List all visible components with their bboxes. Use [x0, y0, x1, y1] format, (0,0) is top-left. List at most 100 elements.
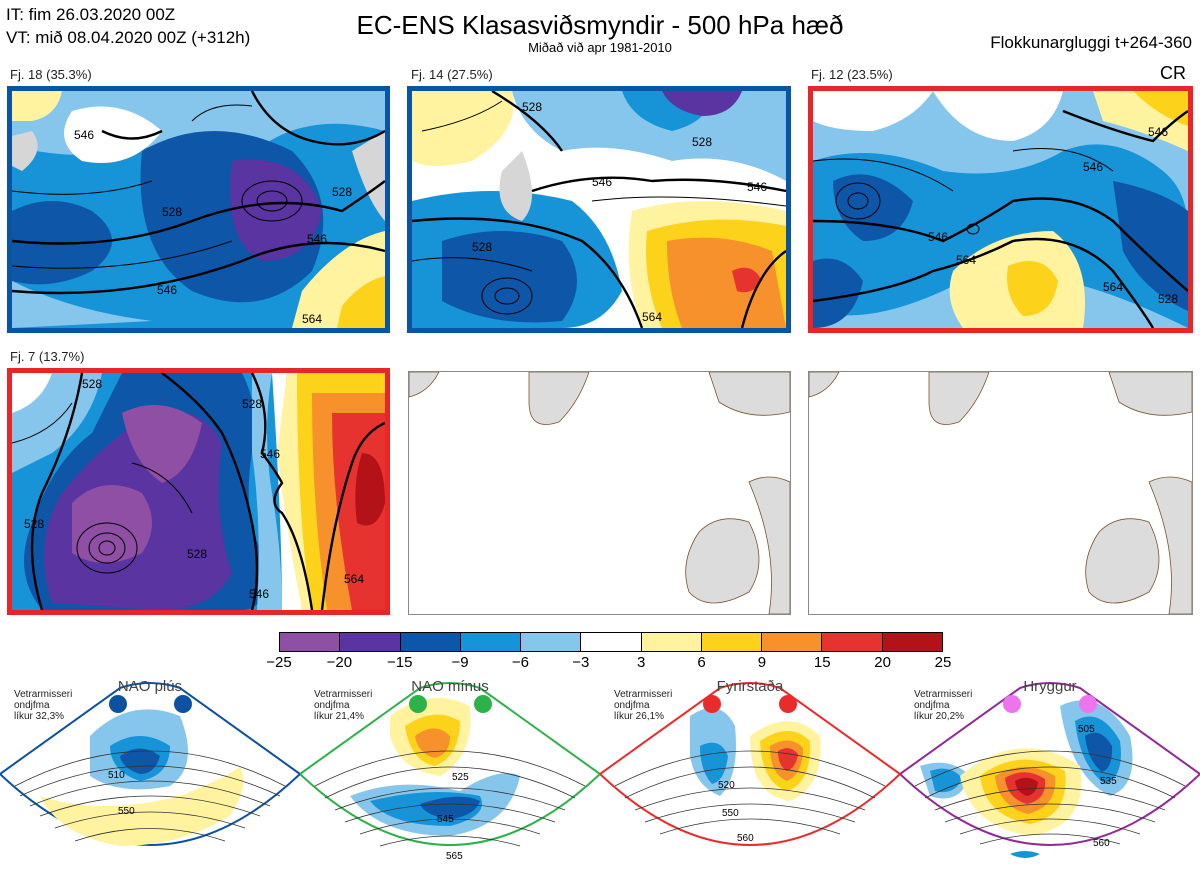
empty-map-1: [408, 371, 791, 615]
cluster-2-label: Fj. 14 (27.5%): [411, 67, 493, 82]
classification-window: Flokkunargluggi t+264-360: [990, 33, 1192, 52]
colorbar-tick-label: −6: [511, 654, 530, 671]
regime-title: NAO plús: [117, 678, 183, 695]
regime-stat-line: Vetrarmisseri: [914, 689, 973, 700]
contour-label: 546: [1148, 125, 1168, 139]
contour-label: 525: [452, 772, 469, 783]
colorbar-segment: [701, 633, 763, 651]
contour-label: 546: [1083, 160, 1103, 174]
empty-map-2: [808, 371, 1193, 615]
contour-label: 528: [187, 547, 207, 561]
colorbar-tick-label: 20: [874, 654, 891, 671]
regime-stat-line: Vetrarmisseri: [614, 689, 673, 700]
regime-stats: Vetrarmisseri ondjfma líkur 21,4%: [314, 689, 372, 722]
contour-label: 528: [24, 517, 44, 531]
colorbar-tick-label: −20: [326, 654, 353, 671]
regime-nao-minus: 525 545 565 NAO mínus Vetrarmisseri ondj…: [300, 676, 600, 871]
contour-label: 564: [344, 572, 364, 586]
cluster-3-map: 546 546 564 564 546 528: [808, 86, 1193, 333]
contour-label: 546: [307, 232, 327, 246]
regime-probability: líkur 20,2%: [914, 711, 965, 722]
regime-stats: Vetrarmisseri ondjfma líkur 32,3%: [14, 689, 72, 722]
cluster-1-map: 546 528 546 546 528 564: [7, 86, 390, 333]
contour-label: 505: [1078, 724, 1095, 735]
regime-stat-line: Vetrarmisseri: [314, 689, 373, 700]
regime-stat-line: ondjfma: [614, 700, 650, 711]
colorbar-segment: [280, 633, 341, 651]
regime-probability: líkur 21,4%: [314, 711, 365, 722]
contour-label: 564: [302, 312, 322, 326]
contour-label: 564: [642, 310, 662, 324]
contour-label: 535: [1100, 776, 1117, 787]
regime-stats: Vetrarmisseri ondjfma líkur 26,1%: [614, 689, 672, 722]
colorbar-tick-label: 25: [934, 654, 952, 671]
regime-probability: líkur 26,1%: [614, 711, 665, 722]
contour-label: 546: [249, 587, 269, 601]
colorbar-segment: [400, 633, 461, 651]
anomaly-colorbar: [279, 632, 943, 652]
page-title: EC-ENS Klasasviðsmyndir - 500 hPa hæð: [356, 10, 844, 40]
regime-blocking: 520 550 560 Fyrirstaða Vetrarmisseri ond…: [600, 676, 900, 871]
colorbar-tick-label: −15: [386, 654, 413, 671]
contour-label: 528: [332, 185, 352, 199]
colorbar-tick-label: −9: [451, 654, 469, 671]
regime-title: NAO mínus: [411, 678, 489, 695]
colorbar-tick-label: 9: [757, 654, 767, 671]
colorbar-segment: [882, 633, 942, 651]
contour-label: 546: [592, 175, 612, 189]
colorbar-tick-label: 6: [697, 654, 706, 671]
colorbar-segment: [581, 633, 642, 651]
cluster-1-label: Fj. 18 (35.3%): [10, 67, 92, 82]
colorbar-segment: [762, 633, 823, 651]
colorbar-segment: [340, 633, 401, 651]
cluster-2-map: 528 546 546 528 564 528: [407, 86, 791, 333]
regime-probability: líkur 32,3%: [14, 711, 65, 722]
contour-label: 528: [162, 205, 182, 219]
regime-title: Fyrirstaða: [716, 678, 784, 695]
regime-stat-line: ondjfma: [914, 700, 950, 711]
valid-time: VT: mið 08.04.2020 00Z (+312h): [6, 28, 251, 47]
contour-label: 546: [260, 447, 280, 461]
colorbar-tick-label: 3: [637, 654, 646, 671]
regime-stat-line: Vetrarmisseri: [14, 689, 73, 700]
contour-label: 565: [446, 851, 463, 862]
contour-label: 528: [692, 135, 712, 149]
contour-label: 564: [1103, 280, 1123, 294]
contour-label: 560: [1093, 838, 1110, 849]
contour-label: 545: [437, 814, 454, 825]
page-subtitle: Miðað við apr 1981-2010: [528, 40, 672, 55]
contour-label: 520: [718, 780, 735, 791]
cluster-3-label: Fj. 12 (23.5%): [811, 67, 893, 82]
contour-label: 528: [1158, 292, 1178, 306]
contour-label: 546: [928, 230, 948, 244]
regime-stat-line: ondjfma: [14, 700, 50, 711]
colorbar-segment: [641, 633, 702, 651]
contour-label: 546: [157, 283, 177, 297]
regime-stat-line: ondjfma: [314, 700, 350, 711]
regime-ridge: 505 535 560 Hryggur Vetrarmisseri ondjfm…: [900, 676, 1200, 871]
regime-nao-plus: 510 550 NAO plús Vetrarmisseri ondjfma l…: [0, 676, 300, 871]
cr-label: CR: [1160, 63, 1186, 83]
colorbar-segment: [822, 633, 883, 651]
cluster-4-map: 528 528 528 528 546 546 564: [7, 368, 390, 615]
colorbar-tick-label: 15: [813, 654, 831, 671]
regime-stats: Vetrarmisseri ondjfma líkur 20,2%: [914, 689, 972, 722]
contour-label: 550: [118, 806, 135, 817]
colorbar-ticks: −25 −20 −15 −9 −6 −3 3 6 9 15 20 25: [266, 654, 951, 674]
contour-label: 550: [722, 808, 739, 819]
regime-title: Hryggur: [1023, 678, 1077, 695]
colorbar-segment: [521, 633, 582, 651]
contour-label: 528: [472, 240, 492, 254]
contour-label: 546: [747, 180, 767, 194]
colorbar-segment: [460, 633, 522, 651]
contour-label: 564: [956, 253, 976, 267]
colorbar-tick-label: −25: [266, 654, 292, 671]
contour-label: 546: [74, 128, 94, 142]
contour-label: 528: [522, 100, 542, 114]
contour-label: 510: [108, 770, 125, 781]
initial-time: IT: fim 26.03.2020 00Z: [6, 5, 176, 24]
contour-label: 528: [242, 397, 262, 411]
cluster-4-label: Fj. 7 (13.7%): [10, 349, 85, 364]
colorbar-tick-label: −3: [572, 654, 590, 671]
